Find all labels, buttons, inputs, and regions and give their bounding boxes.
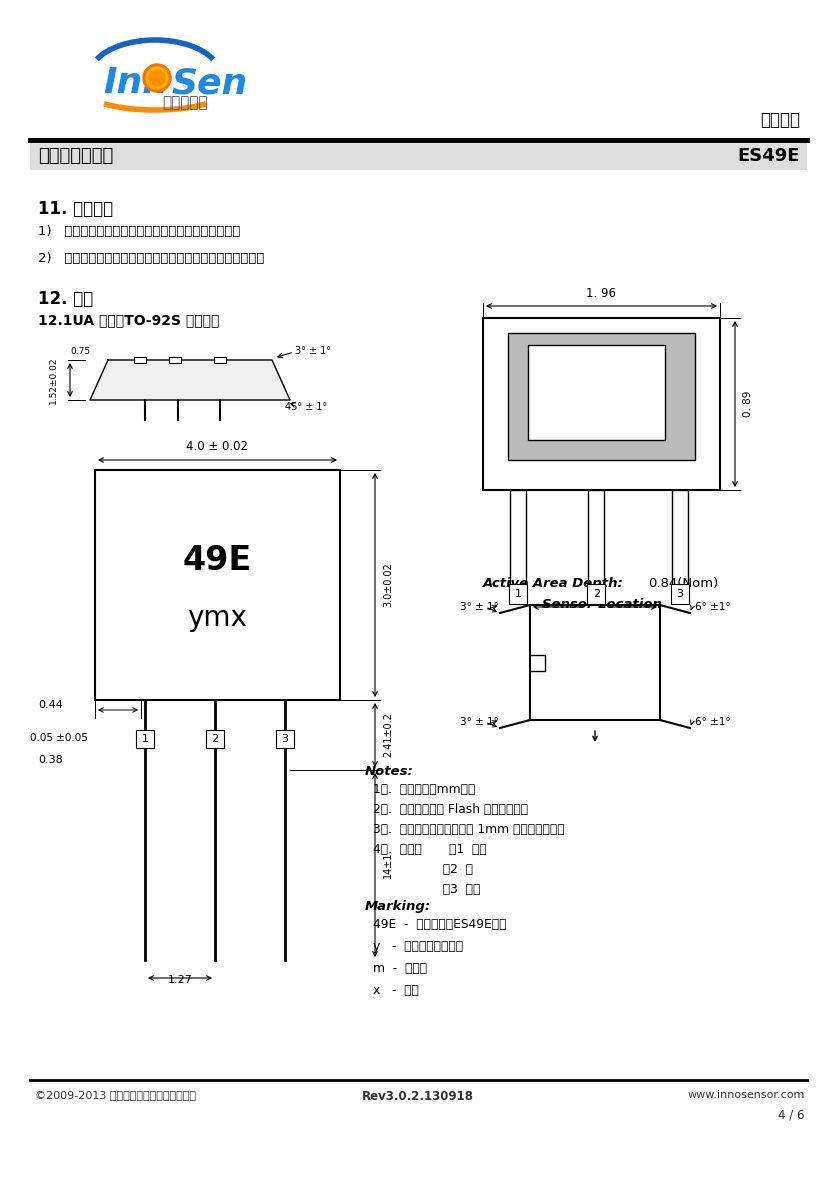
Text: 49E: 49E — [182, 543, 252, 577]
Text: 3° ± 1°: 3° ± 1° — [294, 346, 330, 356]
Text: 45° ± 1°: 45° ± 1° — [285, 403, 327, 412]
Text: 0. 89: 0. 89 — [742, 391, 752, 417]
Text: 4 / 6: 4 / 6 — [777, 1108, 804, 1121]
Text: 1: 1 — [514, 588, 521, 599]
Text: 0.84(Nom): 0.84(Nom) — [647, 577, 717, 590]
Bar — [169, 358, 181, 363]
Text: 3: 3 — [675, 588, 683, 599]
Text: 14±1: 14±1 — [383, 851, 393, 879]
Text: 0.05 ±0.05: 0.05 ±0.05 — [30, 733, 88, 744]
Text: 3: 3 — [281, 734, 288, 744]
Bar — [214, 358, 226, 363]
Text: 3）.  不要弯曲距离封装接口 1mm 以内的引脚线；: 3）. 不要弯曲距离封装接口 1mm 以内的引脚线； — [373, 823, 564, 836]
Text: 0.38: 0.38 — [38, 755, 63, 765]
Bar — [30, 142, 806, 170]
Text: 4）.  管脚：       脚1  电源: 4）. 管脚： 脚1 电源 — [373, 843, 486, 856]
Circle shape — [149, 70, 165, 86]
Text: 易良盛科技: 易良盛科技 — [162, 96, 207, 110]
Text: 3° ± 1°: 3° ± 1° — [460, 718, 498, 727]
Text: 49E  -  器件型号（ES49E）；: 49E - 器件型号（ES49E）； — [373, 918, 506, 931]
Text: 3° ± 1°: 3° ± 1° — [460, 601, 498, 612]
Polygon shape — [90, 360, 289, 400]
Bar — [671, 490, 687, 585]
Text: 1: 1 — [141, 734, 148, 744]
FancyBboxPatch shape — [587, 584, 604, 604]
Bar — [528, 345, 665, 440]
Text: 12. 封装: 12. 封装 — [38, 290, 93, 308]
Text: 6° ±1°: 6° ±1° — [694, 718, 730, 727]
Text: 1.52±0.02: 1.52±0.02 — [49, 356, 58, 404]
Text: 4.0 ± 0.02: 4.0 ± 0.02 — [186, 440, 248, 453]
Text: Sensor Location: Sensor Location — [541, 598, 660, 611]
Text: 3.0±0.02: 3.0±0.02 — [383, 562, 393, 607]
Text: 0.44: 0.44 — [38, 700, 63, 710]
Text: ©2009-2013 易良盛科技（天津）有限公司: ©2009-2013 易良盛科技（天津）有限公司 — [35, 1090, 196, 1100]
Text: Inn: Inn — [103, 66, 168, 99]
Text: m  -  月份；: m - 月份； — [373, 961, 426, 974]
Text: Marking:: Marking: — [364, 900, 431, 913]
Text: 1）.  测量单位：mm；；: 1）. 测量单位：mm；； — [373, 783, 475, 796]
Text: 2: 2 — [212, 734, 218, 744]
Text: 数据手册: 数据手册 — [759, 111, 799, 129]
Bar — [134, 358, 145, 363]
Text: 2)   在保证焊接质量的条件下，尽量使焊接温度低，时间短。: 2) 在保证焊接质量的条件下，尽量使焊接温度低，时间短。 — [38, 252, 264, 265]
Text: 11. 使用注意: 11. 使用注意 — [38, 200, 113, 218]
Bar — [95, 470, 339, 700]
Text: 脚3  输出: 脚3 输出 — [373, 883, 480, 896]
Text: Sen: Sen — [171, 66, 247, 99]
Text: Notes:: Notes: — [364, 765, 413, 778]
Text: 线性霍尔传感器: 线性霍尔传感器 — [38, 147, 113, 165]
Text: ymx: ymx — [187, 604, 247, 632]
Text: 脚2  地: 脚2 地 — [373, 863, 472, 876]
FancyBboxPatch shape — [135, 731, 154, 748]
Text: 2）.  引脚必须避开 Flash 和电镀针孔；: 2）. 引脚必须避开 Flash 和电镀针孔； — [373, 803, 528, 816]
Text: 6° ±1°: 6° ±1° — [694, 601, 730, 612]
Text: Rev3.0.2.130918: Rev3.0.2.130918 — [361, 1090, 473, 1103]
Text: 2: 2 — [592, 588, 599, 599]
FancyBboxPatch shape — [206, 731, 224, 748]
FancyBboxPatch shape — [508, 584, 527, 604]
Bar — [507, 333, 694, 461]
Text: ES49E: ES49E — [737, 147, 799, 165]
Bar — [482, 318, 719, 490]
Bar — [588, 490, 604, 585]
Text: Active Area Depth:: Active Area Depth: — [482, 577, 623, 590]
Text: 0.75: 0.75 — [70, 347, 90, 356]
Circle shape — [145, 67, 168, 89]
Text: 1.27: 1.27 — [167, 974, 192, 985]
Bar — [509, 490, 525, 585]
Text: 2.41±0.2: 2.41±0.2 — [383, 713, 393, 758]
Circle shape — [143, 64, 171, 92]
Text: 1. 96: 1. 96 — [586, 287, 616, 300]
Text: 1)   安装时应尽量减小作用到霍尔电路上的机械应力；: 1) 安装时应尽量减小作用到霍尔电路上的机械应力； — [38, 225, 240, 238]
Text: 12.1UA 封装（TO-92S 扁平型）: 12.1UA 封装（TO-92S 扁平型） — [38, 313, 219, 327]
Text: x   -  批号: x - 批号 — [373, 984, 418, 997]
FancyBboxPatch shape — [670, 584, 688, 604]
FancyBboxPatch shape — [276, 731, 293, 748]
Text: www.innosensor.com: www.innosensor.com — [687, 1090, 804, 1100]
Text: y   -  年份的最后一位；: y - 年份的最后一位； — [373, 940, 462, 953]
